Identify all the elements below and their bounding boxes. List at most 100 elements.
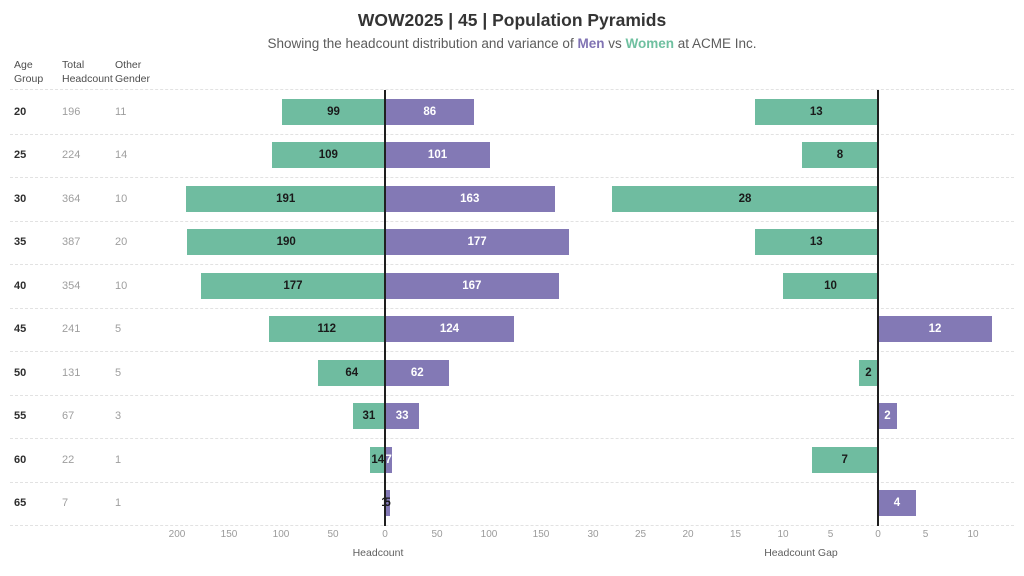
- men-bar[interactable]: [385, 272, 559, 299]
- women-bar[interactable]: [370, 446, 385, 473]
- age-group-value: 65: [14, 497, 27, 510]
- total-headcount-value: 224: [62, 149, 81, 162]
- gap-axis-title: Headcount Gap: [764, 547, 838, 559]
- row-separator-line: [10, 394, 1014, 396]
- pyramid-axis-tick: 150: [220, 529, 238, 540]
- men-bar[interactable]: [385, 229, 570, 256]
- total-headcount-value: 7: [62, 497, 69, 510]
- women-bar-label: 109: [318, 149, 338, 162]
- row-separator-line: [10, 307, 1014, 309]
- total-headcount-value: 354: [62, 279, 81, 292]
- gap-axis-tick: 10: [967, 529, 979, 540]
- other-gender-value: 5: [115, 323, 122, 336]
- column-header-other-gender: Other Gender: [115, 59, 151, 85]
- other-gender-value: 10: [115, 192, 128, 205]
- other-gender-value: 1: [115, 453, 122, 466]
- gap-bar-label: 2: [884, 410, 891, 423]
- gap-bar[interactable]: [811, 446, 878, 473]
- men-bar-label: 163: [460, 192, 480, 205]
- men-bar-label: 33: [395, 410, 409, 423]
- total-headcount-value: 196: [62, 105, 81, 118]
- women-bar[interactable]: [352, 403, 385, 430]
- women-bar[interactable]: [200, 272, 385, 299]
- women-bar[interactable]: [282, 98, 385, 125]
- women-bar-label: 14: [371, 453, 385, 466]
- women-bar[interactable]: [268, 316, 385, 343]
- gap-axis-tick: 10: [777, 529, 789, 540]
- row-separator-line: [10, 351, 1014, 352]
- gap-axis-tick: 20: [682, 529, 694, 540]
- men-bar[interactable]: [385, 98, 475, 125]
- gap-axis-tick: 5: [922, 529, 929, 540]
- men-bar-label: 101: [427, 149, 448, 162]
- column-header-total-headcount: Total Headcount: [62, 59, 113, 85]
- men-bar-label: 167: [462, 279, 482, 292]
- pyramid-axis-title: Headcount: [352, 547, 404, 559]
- total-headcount-value: 131: [62, 366, 81, 379]
- age-group-value: 50: [14, 366, 27, 379]
- gap-axis-tick: 0: [875, 529, 881, 540]
- gap-zero-axis-line: [877, 90, 879, 526]
- gap-bar-label: 13: [809, 105, 823, 118]
- women-bar[interactable]: [187, 229, 385, 256]
- pyramid-axis-tick: 150: [532, 529, 550, 540]
- age-group-value: 20: [14, 105, 27, 118]
- pyramid-axis-tick: 50: [431, 529, 443, 540]
- gap-bar[interactable]: [878, 403, 897, 430]
- row-separator-line: [10, 133, 1014, 135]
- other-gender-value: 11: [115, 105, 127, 118]
- men-bar-label: 5: [384, 497, 391, 510]
- age-group-value: 25: [14, 149, 27, 162]
- pyramid-axis-tick: 100: [480, 529, 498, 540]
- women-bar[interactable]: [318, 359, 385, 386]
- pyramid-axis-tick: 50: [327, 529, 339, 540]
- women-bar[interactable]: [186, 185, 385, 212]
- other-gender-value: 10: [115, 279, 128, 292]
- men-bar[interactable]: [385, 142, 491, 169]
- women-legend-word: Women: [625, 36, 674, 51]
- gap-bar[interactable]: [878, 316, 992, 343]
- men-bar[interactable]: [385, 490, 391, 517]
- gap-bar[interactable]: [754, 98, 878, 125]
- men-bar[interactable]: [385, 185, 555, 212]
- total-headcount-value: 364: [62, 192, 81, 205]
- subtitle-text-2: vs: [604, 36, 626, 51]
- row-separator-line: [10, 525, 1014, 526]
- age-group-value: 30: [14, 192, 27, 205]
- total-headcount-value: 241: [62, 323, 81, 336]
- men-bar[interactable]: [385, 403, 420, 430]
- other-gender-value: 20: [115, 236, 128, 249]
- gap-bar[interactable]: [754, 229, 878, 256]
- table-row: 6571154: [0, 482, 1024, 526]
- men-bar-label: 124: [439, 323, 460, 336]
- men-bar-label: 177: [467, 236, 487, 249]
- total-headcount-value: 22: [62, 453, 75, 466]
- table-row: 20 196 11 99 86 13: [0, 90, 1024, 135]
- gap-bar[interactable]: [802, 142, 878, 169]
- men-bar[interactable]: [385, 316, 514, 343]
- row-separator-line: [10, 177, 1014, 178]
- men-bar[interactable]: [385, 359, 450, 386]
- women-bar-label: 99: [327, 105, 340, 118]
- total-headcount-value: 387: [62, 236, 81, 249]
- women-bar-label: 190: [276, 236, 296, 249]
- other-gender-value: 5: [115, 366, 122, 379]
- table-row: 55 67 3 31 33 2: [0, 395, 1024, 439]
- gap-bar[interactable]: [859, 359, 878, 386]
- women-bar[interactable]: [271, 142, 385, 169]
- men-bar[interactable]: [385, 446, 393, 473]
- gap-bar[interactable]: [612, 185, 878, 212]
- age-group-value: 45: [14, 323, 27, 336]
- gap-bar[interactable]: [878, 490, 916, 517]
- men-legend-word: Men: [577, 36, 605, 51]
- gap-bar-label: 2: [865, 366, 872, 379]
- men-bar-label: 86: [423, 105, 437, 118]
- gap-bar[interactable]: [783, 272, 878, 299]
- table-row: 35 387 20 190 177 13: [0, 221, 1024, 265]
- table-row: 50 131 5 64 62 2: [0, 351, 1024, 396]
- column-header-age-group: Age Group: [14, 59, 44, 85]
- row-separator-line: [10, 264, 1014, 265]
- subtitle-text-1: Showing the headcount distribution and v…: [267, 36, 578, 51]
- table-row: 45 241 5 112 124 12: [0, 308, 1024, 352]
